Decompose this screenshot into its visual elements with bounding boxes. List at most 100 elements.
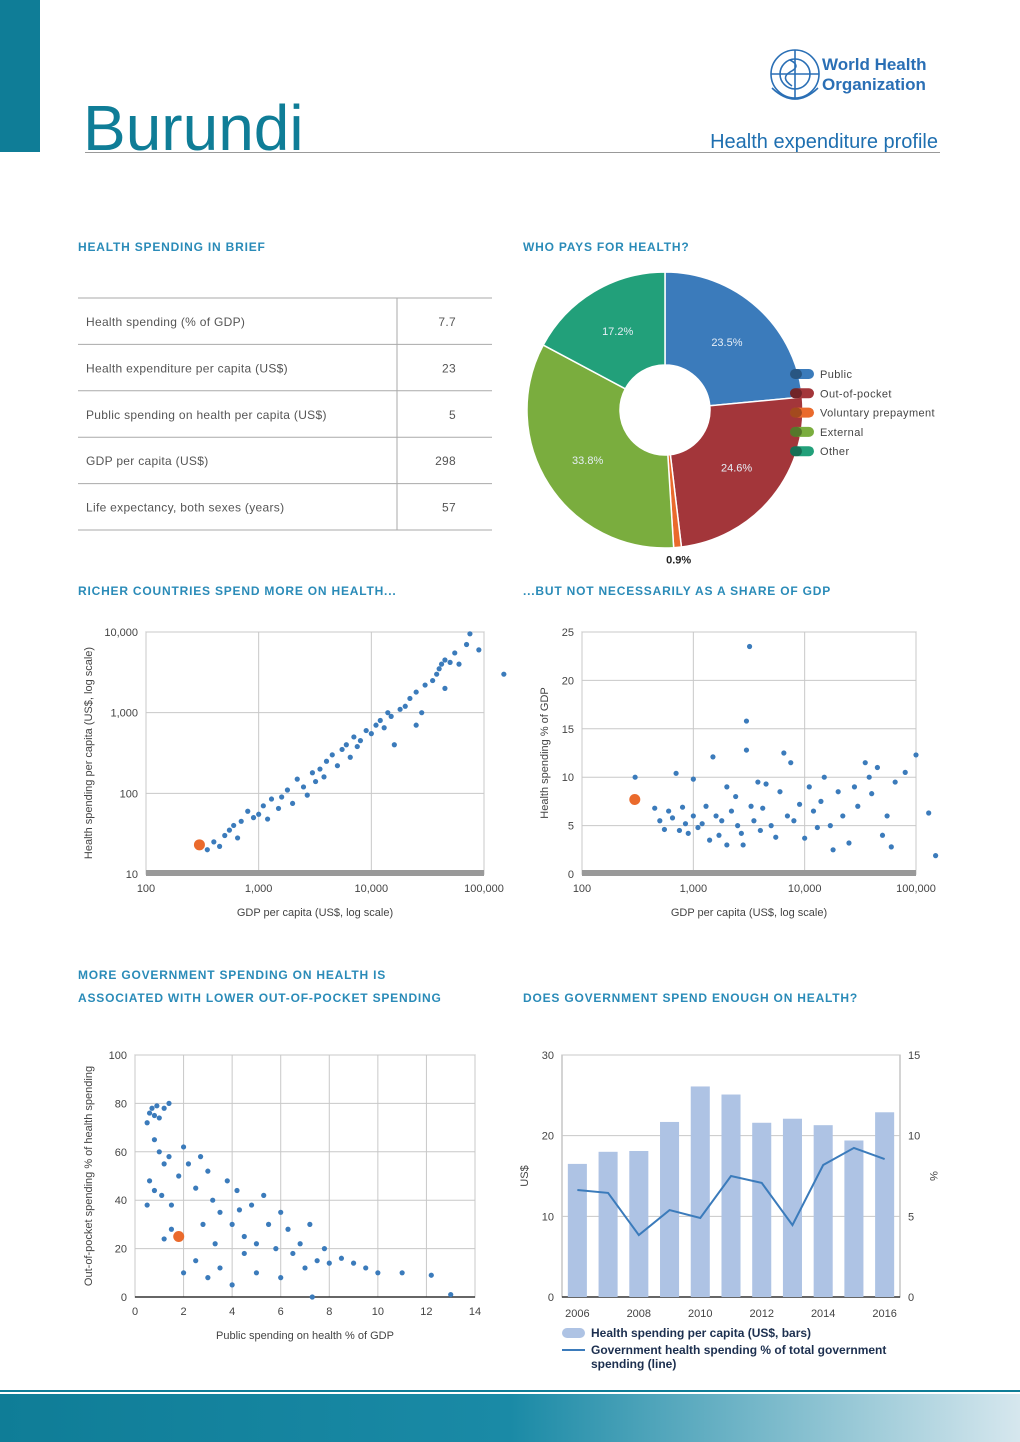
scatter-point: [784, 813, 791, 819]
scatter-point: [275, 805, 282, 812]
scatter-point: [773, 834, 779, 840]
x-tick-label: 2016: [872, 1308, 896, 1320]
scatter-point: [343, 742, 349, 748]
scatter-point: [159, 1192, 165, 1198]
legend-swatch: [790, 426, 814, 437]
scatter-point: [216, 843, 223, 849]
legend-swatch: [790, 446, 814, 457]
scatter-point: [669, 815, 676, 821]
y-tick-label: 25: [562, 627, 574, 639]
scatter-point: [388, 713, 394, 719]
legend-swatch-shade: [790, 388, 802, 399]
scatter-point: [294, 776, 300, 782]
y-tick-label: 15: [562, 724, 574, 736]
scatter-point: [234, 835, 241, 841]
y-tick-label: 5: [568, 821, 574, 833]
scatter-point: [323, 758, 330, 764]
scatter-point: [728, 808, 735, 814]
scatter-point: [713, 813, 719, 819]
scatter-point: [679, 804, 686, 810]
scatter-point: [146, 1178, 153, 1184]
y2-axis-label: %: [927, 1171, 939, 1181]
scatter-point: [413, 689, 419, 695]
scatter-point: [166, 1100, 172, 1106]
scatter-point: [874, 764, 880, 771]
scatter-point: [673, 770, 679, 776]
scatter-point: [285, 1226, 291, 1232]
scatter-point: [855, 803, 861, 809]
table-label: Life expectancy, both sexes (years): [86, 501, 284, 515]
x-tick-label: 1,000: [245, 883, 273, 895]
scatter-point: [862, 760, 868, 766]
scatter-point: [261, 1192, 267, 1198]
scatter-point: [846, 840, 852, 846]
x-tick-label: 100: [573, 883, 591, 895]
bar: [629, 1150, 649, 1297]
scatter-point: [413, 722, 419, 728]
org-name: World Health: [822, 55, 927, 74]
scatter-point: [879, 832, 886, 838]
table-value: 57: [442, 501, 456, 515]
scatter-point: [391, 742, 397, 748]
scatter-point: [151, 1187, 158, 1194]
scatter-point: [869, 791, 875, 797]
scatter-point: [151, 1137, 158, 1143]
y-tick-label: 10: [542, 1211, 554, 1223]
scatter-point: [238, 818, 244, 824]
legend-label: Voluntary prepayment: [820, 408, 935, 420]
scatter-point: [156, 1115, 162, 1121]
scatter-point: [234, 1187, 240, 1194]
scatter-point: [866, 774, 872, 780]
scatter-point: [350, 1260, 357, 1266]
section-title: MORE GOVERNMENT SPENDING ON HEALTH IS: [78, 968, 386, 982]
scatter-point: [317, 766, 323, 772]
scatter-point: [368, 731, 374, 737]
scatter-point: [217, 1209, 223, 1215]
scatter-point: [821, 774, 827, 780]
x-tick-label: 10: [372, 1306, 384, 1318]
data-label: 17.2%: [602, 326, 633, 338]
legend-swatch: [562, 1328, 585, 1338]
scatter-point: [743, 718, 750, 724]
data-label: 23.5%: [711, 337, 742, 349]
bar: [598, 1151, 618, 1297]
scatter-point: [682, 821, 689, 827]
y-tick-label: 0: [548, 1292, 554, 1304]
scatter-point: [385, 710, 391, 716]
scatter-point: [430, 677, 436, 684]
data-label: 24.6%: [721, 463, 752, 475]
scatter-point: [193, 1185, 199, 1191]
scatter-point: [149, 1105, 155, 1111]
scatter-point: [926, 810, 932, 816]
scatter-point: [719, 818, 725, 824]
scatter-point: [397, 706, 403, 712]
section-title: WHO PAYS FOR HEALTH?: [523, 240, 689, 254]
legend-label: Public: [820, 369, 852, 381]
scatter-point: [442, 657, 448, 663]
scatter-point: [419, 710, 425, 716]
scatter-point: [760, 805, 766, 811]
scatter-point: [710, 754, 716, 760]
x-tick-label: 10,000: [788, 883, 822, 895]
scatter-point: [268, 796, 275, 802]
scatter-point: [256, 811, 262, 817]
scatter-point: [434, 671, 440, 677]
scatter-point: [314, 1258, 320, 1264]
scatter-point: [200, 1221, 206, 1227]
scatter-point: [347, 754, 353, 760]
plot-frame: [145, 631, 485, 875]
scatter-point: [827, 823, 833, 829]
y-axis-label: Out-of-pocket spending % of health spend…: [83, 1066, 95, 1286]
scatter-point: [892, 779, 898, 785]
scatter-point: [399, 1270, 405, 1276]
scatter-point: [226, 827, 233, 833]
table-value: 23: [442, 361, 456, 375]
scatter-point: [297, 1241, 303, 1247]
scatter-point: [703, 803, 709, 809]
scatter-point: [788, 760, 794, 766]
x-tick-label: 2: [181, 1306, 187, 1318]
scatter-point: [751, 818, 757, 824]
scatter-point: [632, 774, 638, 780]
x-axis-bar: [146, 870, 484, 876]
